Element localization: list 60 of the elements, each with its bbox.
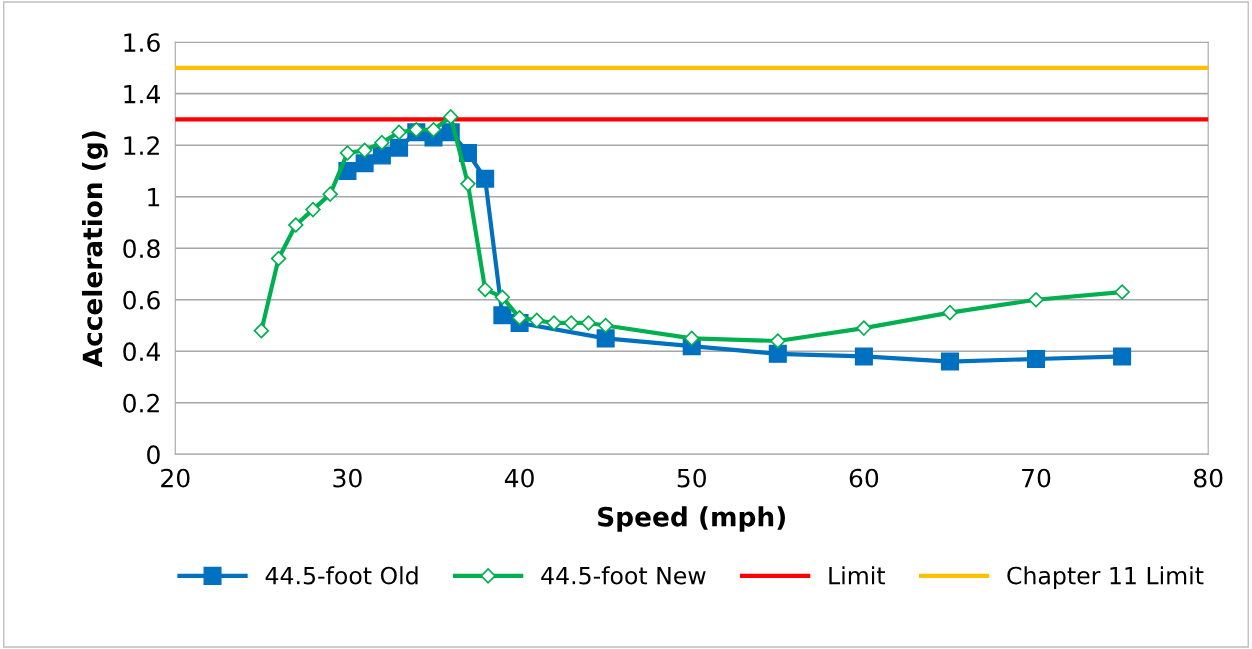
point <box>288 217 304 233</box>
legend-label: Chapter 11 Limit <box>1007 566 1204 590</box>
point <box>529 312 545 329</box>
point <box>511 310 528 326</box>
point <box>391 124 407 141</box>
x-tick-label: 80 <box>1193 468 1223 488</box>
point <box>546 315 562 331</box>
y-axis-title: Acceleration (g) <box>82 131 108 368</box>
point <box>408 122 424 138</box>
point <box>493 306 512 325</box>
point <box>580 315 597 331</box>
point <box>1113 347 1132 366</box>
x-tick-label: 50 <box>677 468 706 488</box>
point <box>942 304 958 321</box>
point <box>854 347 873 366</box>
x-tick-label: 70 <box>1022 468 1051 488</box>
x-tick-label: 40 <box>504 468 534 488</box>
point <box>390 138 409 157</box>
point <box>1114 284 1130 300</box>
point <box>1028 292 1044 308</box>
y-tick-label: 0.8 <box>123 239 160 259</box>
point <box>476 169 495 188</box>
point <box>684 330 700 347</box>
point <box>940 352 959 371</box>
point <box>356 142 373 159</box>
point <box>477 281 493 298</box>
point <box>856 320 872 336</box>
point <box>768 344 787 363</box>
point <box>374 134 390 151</box>
point <box>1027 349 1046 369</box>
legend-label: 44.5-foot Old <box>265 566 418 585</box>
point <box>339 145 356 161</box>
y-tick-label: 0.2 <box>123 393 159 413</box>
x-tick-label: 60 <box>849 468 879 488</box>
y-tick-label: 0.6 <box>123 290 160 310</box>
point <box>563 315 579 331</box>
point <box>597 317 614 334</box>
point <box>253 322 270 339</box>
x-tick-label: 30 <box>333 468 362 488</box>
y-tick-label: 1.4 <box>124 84 160 104</box>
point <box>355 154 374 173</box>
y-tick-label: 1 <box>148 188 160 207</box>
point <box>372 146 391 165</box>
point <box>460 176 476 192</box>
x-axis-title: Speed (mph) <box>598 506 785 532</box>
point <box>322 186 338 202</box>
point <box>494 289 511 305</box>
point <box>305 201 321 218</box>
y-tick-label: 1.6 <box>124 33 160 53</box>
y-tick-label: 0.4 <box>123 342 160 362</box>
point <box>596 329 615 348</box>
point <box>443 109 459 125</box>
point <box>770 333 786 349</box>
point <box>270 250 287 267</box>
y-tick-label: 0 <box>147 445 160 465</box>
legend-label: 44.5-foot New <box>541 566 706 585</box>
x-tick-label: 20 <box>161 468 190 488</box>
legend-label: Limit <box>829 566 886 585</box>
y-tick-label: 1.2 <box>124 136 159 155</box>
point <box>425 122 442 138</box>
